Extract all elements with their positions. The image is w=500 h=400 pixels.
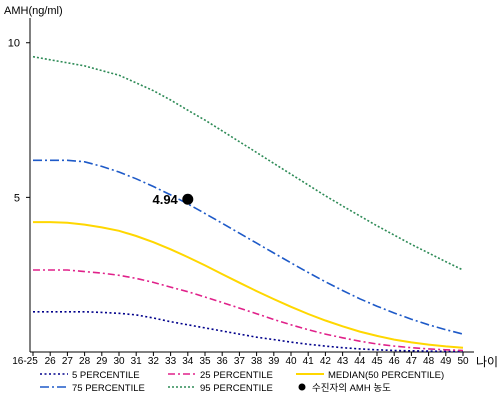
series-lines — [32, 55, 464, 353]
x-tick-label: 43 — [337, 356, 349, 367]
x-tick-label: 27 — [62, 356, 74, 367]
x-tick-label: 33 — [165, 356, 177, 367]
x-tick-label: 30 — [113, 356, 125, 367]
legend-label: MEDIAN(50 PERCENTILE) — [328, 370, 444, 381]
y-tick-label: 5 — [14, 192, 20, 204]
x-tick-label: 44 — [354, 356, 366, 367]
x-tick-label: 16-25 — [12, 356, 38, 367]
x-tick-label: 31 — [131, 356, 143, 367]
x-tick-label: 41 — [303, 356, 315, 367]
x-tick-label: 35 — [199, 356, 211, 367]
patient-amh-marker — [182, 193, 194, 205]
legend-label: 5 PERCENTILE — [72, 370, 140, 381]
legend-label: 25 PERCENTILE — [200, 370, 273, 381]
x-tick-label: 50 — [457, 356, 469, 367]
series-line-5-percentile — [33, 310, 463, 353]
x-tick-label: 29 — [96, 356, 108, 367]
x-tick-label: 40 — [285, 356, 297, 367]
x-tick-label: 47 — [406, 356, 418, 367]
x-tick-label: 28 — [79, 356, 91, 367]
x-tick-label: 46 — [389, 356, 401, 367]
series-line-median-50-percentile — [33, 221, 464, 349]
x-tick-label: 36 — [217, 356, 229, 367]
x-tick-label: 39 — [268, 356, 280, 367]
series-line-75-percentile — [33, 159, 464, 335]
x-tick-label: 49 — [440, 356, 452, 367]
axes: AMH(ng/ml) 나이 5 10 16-25 26 27 28 29 30 31 32 33 34 35… — [4, 5, 498, 369]
x-tick-label: 42 — [320, 356, 332, 367]
x-axis-title: 나이 — [476, 355, 498, 369]
x-tick-label: 34 — [182, 356, 194, 367]
legend-label: 95 PERCENTILE — [200, 383, 273, 394]
legend: 5 PERCENTILE 25 PERCENTILE MEDIAN(50 PERCE… — [40, 370, 444, 394]
series-line-25-percentile — [33, 269, 464, 352]
patient-amh-value-label: 4.94 — [152, 192, 178, 207]
x-tick-label: 38 — [251, 356, 263, 367]
x-tick-label: 32 — [148, 356, 160, 367]
y-axis-title: AMH(ng/ml) — [4, 5, 63, 17]
x-tick-label: 37 — [234, 356, 246, 367]
marker-group: 4.94 — [152, 192, 194, 207]
x-tick-label: 45 — [371, 356, 383, 367]
y-tick-label: 10 — [8, 38, 20, 50]
legend-label: 수진자의 AMH 농도 — [312, 383, 391, 394]
x-tick-label: 26 — [45, 356, 57, 367]
legend-marker-swatch — [298, 383, 306, 391]
legend-label: 75 PERCENTILE — [72, 383, 145, 394]
x-tick-label: 48 — [423, 356, 435, 367]
series-line-95-percentile — [32, 55, 464, 271]
